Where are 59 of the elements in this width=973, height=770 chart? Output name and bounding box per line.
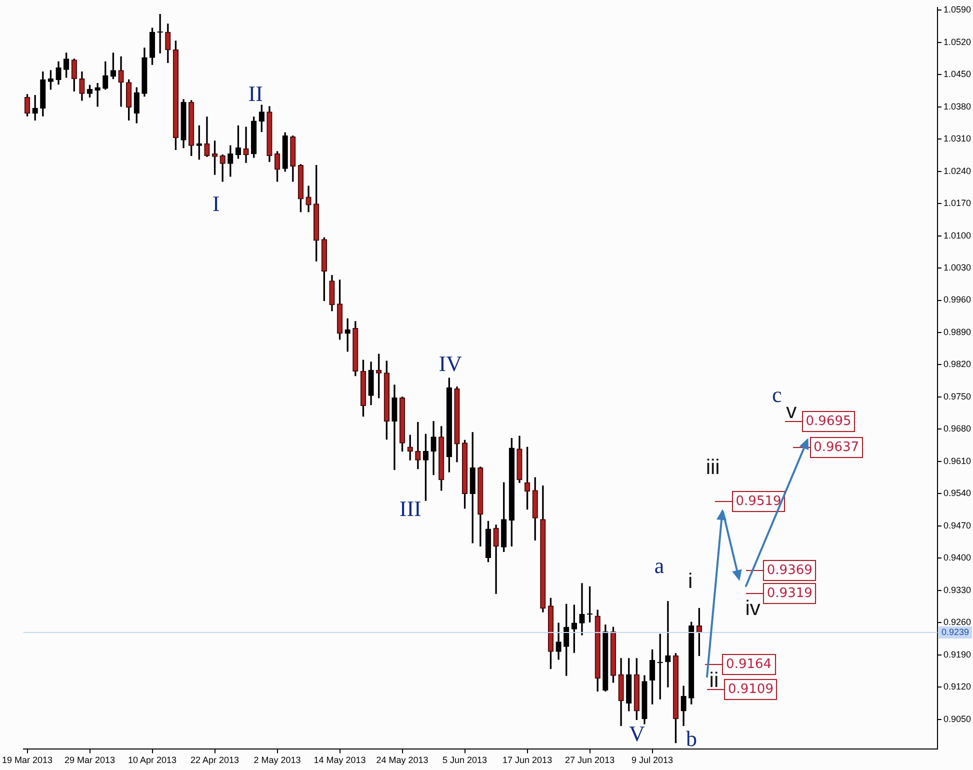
annotation: i bbox=[688, 570, 693, 594]
y-tick-label: 1.0380 bbox=[943, 101, 972, 112]
candlestick bbox=[32, 95, 38, 121]
y-tick-label: 1.0240 bbox=[943, 166, 972, 176]
y-tick-label: 1.0170 bbox=[943, 198, 972, 208]
x-tick-label: 5 Jun 2013 bbox=[442, 755, 488, 766]
candlestick bbox=[579, 583, 585, 636]
annotation: ii bbox=[709, 669, 719, 694]
y-tick-label: 0.9960 bbox=[943, 294, 972, 305]
annotation: V bbox=[628, 721, 645, 748]
annotation: II bbox=[248, 81, 263, 108]
annotation: 0.9519 bbox=[732, 491, 786, 512]
y-tick-label: 0.9190 bbox=[943, 649, 972, 660]
x-tick-label: 2 May 2013 bbox=[254, 755, 301, 766]
y-tick-label: 0.9260 bbox=[943, 617, 972, 628]
annotation: 0.9164 bbox=[722, 654, 776, 675]
annotation: 0.9109 bbox=[724, 678, 778, 700]
candlestick bbox=[665, 601, 671, 688]
ref-line-label: 0.9239 bbox=[941, 626, 970, 637]
y-tick-label: 0.9540 bbox=[943, 488, 972, 498]
annotation: v bbox=[786, 400, 797, 424]
annotation: I bbox=[212, 190, 220, 217]
y-tick-label: 1.0030 bbox=[943, 262, 972, 273]
annotation: c bbox=[772, 382, 782, 408]
x-tick-label: 29 Mar 2013 bbox=[64, 755, 116, 766]
annotation: iii bbox=[706, 456, 720, 480]
y-tick-label: 0.9680 bbox=[943, 424, 972, 434]
candlestick bbox=[243, 126, 249, 163]
y-tick-label: 0.9890 bbox=[943, 326, 972, 337]
y-tick-label: 0.9820 bbox=[943, 359, 972, 370]
x-tick-label: 9 Jul 2013 bbox=[632, 755, 674, 766]
x-tick-label: 27 Jun 2013 bbox=[565, 755, 615, 766]
y-tick-label: 1.0520 bbox=[943, 36, 972, 47]
x-tick-label: 14 May 2013 bbox=[314, 755, 366, 766]
annotation: 0.9319 bbox=[762, 582, 816, 604]
x-tick-label: 24 May 2013 bbox=[376, 755, 428, 766]
y-tick-label: 0.9330 bbox=[943, 584, 972, 595]
x-tick-label: 19 Mar 2013 bbox=[2, 755, 53, 766]
y-tick-label: 0.9610 bbox=[943, 456, 972, 466]
y-tick-label: 1.0590 bbox=[943, 4, 972, 15]
x-tick-label: 17 Jun 2013 bbox=[502, 755, 552, 766]
y-tick-label: 0.9050 bbox=[943, 714, 972, 724]
y-tick-label: 0.9400 bbox=[943, 552, 972, 563]
annotation: a bbox=[654, 552, 664, 579]
y-tick-label: 1.0450 bbox=[943, 69, 972, 80]
y-tick-label: 0.9470 bbox=[943, 520, 972, 530]
annotation: 0.9369 bbox=[762, 560, 816, 582]
annotation: III bbox=[399, 496, 422, 522]
y-tick-label: 1.0100 bbox=[943, 230, 972, 240]
y-tick-label: 0.9750 bbox=[943, 391, 972, 402]
annotation: IV bbox=[438, 351, 462, 378]
x-tick-label: 22 Apr 2013 bbox=[190, 755, 240, 766]
annotation: b bbox=[686, 726, 697, 752]
annotation: 0.9695 bbox=[802, 411, 856, 432]
annotation: 0.9637 bbox=[810, 436, 864, 458]
x-tick-label: 10 Apr 2013 bbox=[128, 755, 177, 766]
annotation: iv bbox=[745, 597, 760, 622]
y-tick-label: 0.9120 bbox=[943, 682, 972, 692]
y-tick-label: 1.0310 bbox=[943, 134, 972, 144]
